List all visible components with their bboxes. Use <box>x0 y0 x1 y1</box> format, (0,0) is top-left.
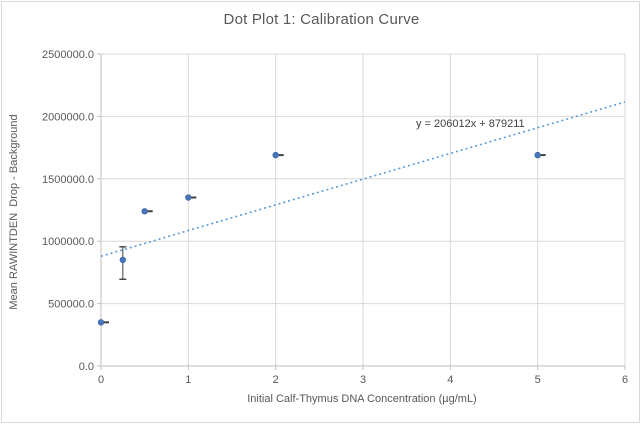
y-tick-label: 0.0 <box>79 361 94 373</box>
chart-title: Dot Plot 1: Calibration Curve <box>223 11 420 28</box>
data-point <box>534 151 541 159</box>
x-tick-label: 0 <box>98 374 104 386</box>
y-tick-label: 2500000.0 <box>42 49 94 61</box>
data-point <box>119 256 127 264</box>
y-axis-title: Mean RAWINTDEN Drop - Background <box>8 114 20 310</box>
data-point <box>97 319 105 326</box>
trendline <box>100 101 626 258</box>
x-tick-label: 5 <box>535 374 541 386</box>
x-tick-label: 4 <box>447 374 453 386</box>
y-tick-label: 1000000.0 <box>42 236 94 248</box>
y-tick-label: 2000000.0 <box>42 111 94 123</box>
x-tick-label: 3 <box>360 374 366 386</box>
x-tick-label: 1 <box>185 374 191 386</box>
x-tick-label: 6 <box>622 374 628 386</box>
y-tick-label: 1500000.0 <box>42 174 94 186</box>
data-point <box>141 208 148 215</box>
data-point <box>185 194 192 201</box>
x-axis-title: Initial Calf-Thymus DNA Concentration (µ… <box>247 393 477 405</box>
trendline-equation: y = 206012x + 879211 <box>416 118 525 130</box>
data-point <box>272 151 279 159</box>
y-tick-label: 500000.0 <box>48 299 94 311</box>
x-tick-label: 2 <box>273 374 279 386</box>
